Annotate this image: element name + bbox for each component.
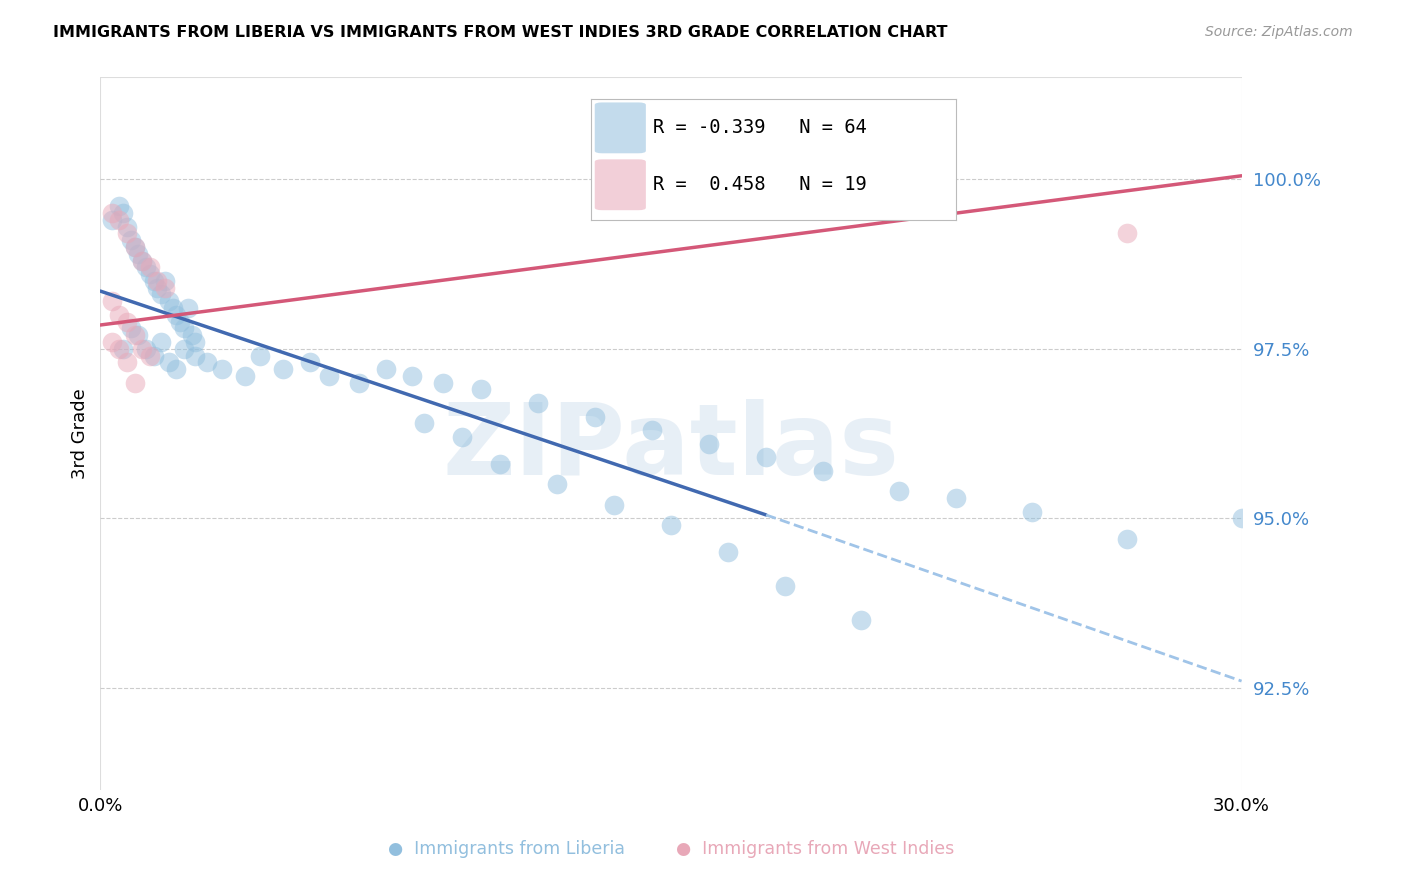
Point <box>100 294 122 309</box>
Point <box>180 328 202 343</box>
Point <box>131 253 153 268</box>
Text: ●  Immigrants from West Indies: ● Immigrants from West Indies <box>676 840 955 858</box>
Point <box>150 287 173 301</box>
Point <box>298 355 321 369</box>
Point <box>124 328 146 343</box>
Point <box>641 423 664 437</box>
Point <box>146 274 169 288</box>
Point <box>115 355 138 369</box>
Y-axis label: 3rd Grade: 3rd Grade <box>72 388 89 479</box>
Point <box>546 477 568 491</box>
Point <box>165 362 187 376</box>
Point <box>153 281 176 295</box>
Point <box>112 206 135 220</box>
Point <box>177 301 200 315</box>
Point <box>108 199 131 213</box>
Point <box>135 342 157 356</box>
Point <box>127 328 149 343</box>
Point <box>347 376 370 390</box>
Point <box>1116 532 1139 546</box>
Point <box>412 417 434 431</box>
Point <box>124 376 146 390</box>
Point <box>271 362 294 376</box>
Point <box>127 247 149 261</box>
Point <box>157 294 180 309</box>
Point <box>773 579 796 593</box>
Point <box>131 253 153 268</box>
Point <box>124 240 146 254</box>
Point <box>583 409 606 424</box>
Point <box>184 349 207 363</box>
Point <box>851 613 873 627</box>
Point <box>195 355 218 369</box>
Point <box>450 430 472 444</box>
Point <box>811 464 834 478</box>
Point <box>100 212 122 227</box>
Point <box>603 498 626 512</box>
Text: Source: ZipAtlas.com: Source: ZipAtlas.com <box>1205 25 1353 39</box>
Point <box>697 436 720 450</box>
Point <box>146 281 169 295</box>
Point <box>1116 227 1139 241</box>
Point <box>659 518 682 533</box>
Point <box>108 342 131 356</box>
Point <box>115 227 138 241</box>
Point <box>488 457 510 471</box>
Point <box>717 545 740 559</box>
Point <box>139 267 162 281</box>
Point <box>249 349 271 363</box>
Point <box>131 342 153 356</box>
Point <box>100 206 122 220</box>
Point <box>115 219 138 234</box>
Point <box>108 308 131 322</box>
Point <box>157 355 180 369</box>
Point <box>139 349 162 363</box>
Point <box>233 368 256 383</box>
Point <box>120 321 142 335</box>
Point <box>173 342 195 356</box>
Point <box>374 362 396 376</box>
Point <box>184 334 207 349</box>
Point <box>139 260 162 275</box>
Point <box>115 315 138 329</box>
Point <box>108 212 131 227</box>
Point <box>153 274 176 288</box>
Point <box>120 233 142 247</box>
Text: ●  Immigrants from Liberia: ● Immigrants from Liberia <box>388 840 624 858</box>
Point <box>162 301 184 315</box>
Point <box>142 274 165 288</box>
Point <box>112 342 135 356</box>
Point <box>1230 511 1253 525</box>
Point <box>889 484 911 499</box>
Point <box>169 315 191 329</box>
Point <box>142 349 165 363</box>
Point <box>150 334 173 349</box>
Point <box>124 240 146 254</box>
Point <box>211 362 233 376</box>
Point <box>318 368 340 383</box>
Point <box>1021 504 1043 518</box>
Point <box>100 334 122 349</box>
Point <box>401 368 423 383</box>
Point <box>755 450 778 465</box>
Point <box>173 321 195 335</box>
Point <box>945 491 967 505</box>
Point <box>165 308 187 322</box>
Point <box>135 260 157 275</box>
Point <box>432 376 454 390</box>
Text: ZIPatlas: ZIPatlas <box>443 400 900 496</box>
Text: IMMIGRANTS FROM LIBERIA VS IMMIGRANTS FROM WEST INDIES 3RD GRADE CORRELATION CHA: IMMIGRANTS FROM LIBERIA VS IMMIGRANTS FR… <box>53 25 948 40</box>
Point <box>527 396 550 410</box>
Point <box>470 383 492 397</box>
